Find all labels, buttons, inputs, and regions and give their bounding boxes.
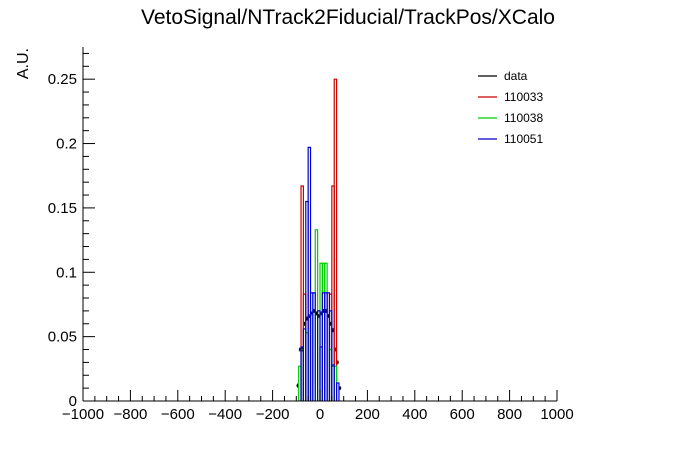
bin-110051 — [331, 364, 335, 401]
legend-label: data — [504, 69, 528, 83]
marker — [298, 348, 301, 351]
point-data — [322, 308, 325, 313]
bin-110051 — [312, 292, 316, 401]
y-tick-label: 0.1 — [56, 264, 77, 281]
x-tick-label: −800 — [114, 406, 148, 423]
legend-label: 110051 — [504, 132, 543, 146]
x-tick-label: −400 — [208, 406, 242, 423]
point-data — [334, 347, 337, 352]
point-data — [320, 311, 323, 316]
marker — [320, 312, 323, 315]
marker — [317, 315, 320, 318]
chart-title: VetoSignal/NTrack2Fiducial/TrackPos/XCal… — [141, 6, 555, 29]
marker — [296, 384, 299, 387]
y-tick-label: 0.05 — [48, 329, 77, 346]
point-data — [324, 308, 327, 313]
marker — [315, 312, 318, 315]
axes-layer: −1000 −800 −600 −400 −200 0 200 400 600 800 1000 0 0… — [48, 47, 574, 423]
legend-item-110033: 110033 — [478, 90, 543, 104]
x-tick-label: −1000 — [62, 406, 104, 423]
y-tick-label: 0.25 — [48, 71, 77, 88]
marker — [336, 361, 339, 364]
marker — [305, 317, 308, 320]
x-tick-label: −200 — [256, 406, 290, 423]
x-tick-label: 200 — [355, 406, 380, 423]
legend-label: 110038 — [504, 111, 543, 125]
bin-110051 — [335, 382, 340, 401]
legend: data 110033 110038 110051 — [478, 69, 543, 146]
marker — [313, 309, 316, 312]
point-data — [332, 328, 335, 333]
point-data — [315, 311, 318, 316]
marker — [324, 309, 327, 312]
bin-110033 — [300, 185, 305, 401]
point-data — [296, 383, 299, 388]
marker — [334, 348, 337, 351]
x-tick-label: 600 — [450, 406, 475, 423]
legend-label: 110033 — [504, 90, 543, 104]
marker — [322, 309, 325, 312]
point-data — [339, 386, 342, 391]
point-data — [313, 308, 316, 313]
legend-item-data: data — [478, 69, 528, 83]
series-data — [296, 308, 342, 391]
x-tick-label: 400 — [402, 406, 427, 423]
point-data — [303, 321, 306, 326]
point-data — [298, 347, 301, 352]
marker — [332, 329, 335, 332]
marker — [303, 322, 306, 325]
point-data — [305, 316, 308, 321]
marker — [327, 315, 330, 318]
point-data — [329, 321, 332, 326]
marker — [308, 315, 311, 318]
point-data — [336, 360, 339, 365]
bin-110051 — [307, 146, 312, 401]
y-tick-label: 0.15 — [48, 200, 77, 217]
point-data — [327, 314, 330, 319]
y-axis-label: A.U. — [15, 48, 32, 79]
x-tick-label: 1000 — [540, 406, 573, 423]
bin-110033 — [333, 78, 338, 401]
bin-110051 — [328, 310, 333, 401]
marker — [329, 322, 332, 325]
x-tick-label: −600 — [161, 406, 195, 423]
legend-item-110051: 110051 — [478, 132, 543, 146]
y-tick-label: 0.2 — [56, 136, 77, 153]
series-110051 — [300, 146, 340, 401]
x-tick-label: 0 — [316, 406, 324, 423]
series-layer — [296, 78, 342, 401]
marker — [310, 312, 313, 315]
legend-item-110038: 110038 — [478, 111, 543, 125]
x-tick-label: 800 — [497, 406, 522, 423]
point-data — [317, 314, 320, 319]
marker — [339, 387, 342, 390]
y-tick-label: 0 — [69, 393, 77, 410]
